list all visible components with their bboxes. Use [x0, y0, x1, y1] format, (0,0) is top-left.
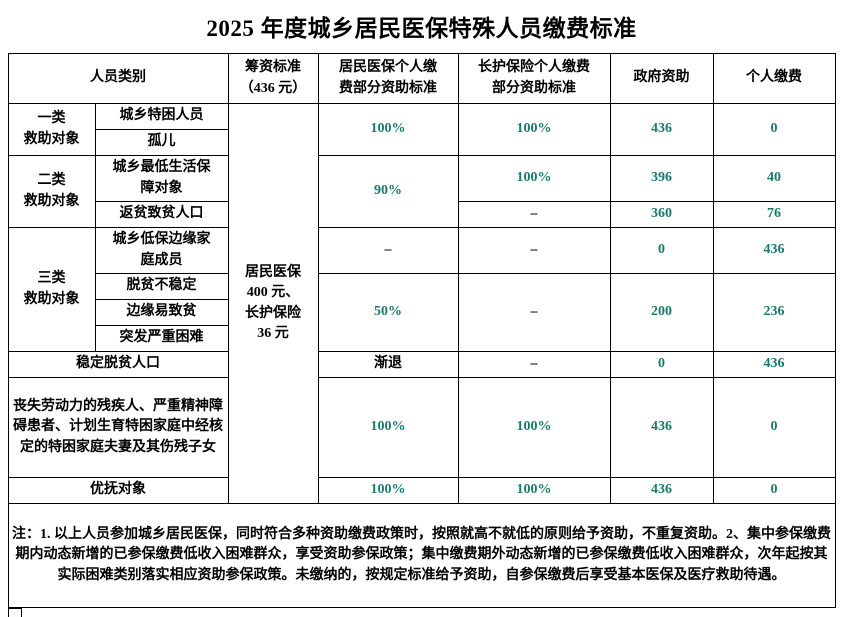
header-person-category: 人员类别: [7, 53, 229, 104]
disabled-ltc-value: 100%: [457, 377, 611, 478]
table-row: 脱贫不稳定 50% – 200 236: [8, 273, 836, 352]
header-resident-subsidy: 居民医保个人缴 费部分资助标准: [317, 53, 459, 104]
note-row: 注：1. 以上人员参加城乡居民医保，同时符合多种资助缴费政策时，按照就高不就低的…: [7, 503, 836, 608]
group3-merged-gov-value: 200: [609, 273, 714, 352]
header-personal-payment: 个人缴费: [712, 53, 836, 104]
group3-row1-ltc-value: –: [457, 227, 611, 274]
group1-ltc-value: 100%: [457, 103, 611, 156]
group3-row4-label: 突发严重困难: [94, 325, 229, 352]
table-row: 丧失劳动力的残疾人、严重精神障碍患者、计划生育特困家庭中经核定的特困家庭夫妻及其…: [7, 377, 836, 478]
group2-row2-gov-value: 360: [609, 201, 714, 228]
disabled-gov-value: 436: [609, 377, 714, 478]
veteran-row-label: 优抚对象: [7, 477, 229, 504]
header-row: 人员类别 筹资标准 （436 元） 居民医保个人缴 费部分资助标准 长护保险个人…: [7, 53, 836, 104]
page-title: 2025 年度城乡居民医保特殊人员缴费标准: [206, 16, 637, 41]
table-row: 二类 救助对象 城乡最低生活保 障对象 90% 100% 396 40: [7, 155, 836, 228]
group2-row2-label: 返贫致贫人口: [94, 201, 229, 228]
disabled-row-label: 丧失劳动力的残疾人、严重精神障碍患者、计划生育特困家庭中经核定的特困家庭夫妻及其…: [7, 377, 229, 478]
stable-gov-value: 0: [609, 351, 714, 378]
group2-row2-ltc-value: –: [457, 201, 611, 228]
group1-row1-label: 城乡特困人员: [94, 103, 229, 130]
group1-row2-label: 孤儿: [94, 129, 229, 156]
disabled-personal-value: 0: [712, 377, 836, 478]
table-row: 孤儿: [8, 129, 835, 156]
table-row: 突发严重困难: [8, 325, 835, 352]
table-row: 一类 救助对象 城乡特困人员 居民医保 400 元、 长护保险 36 元 100…: [7, 103, 836, 504]
veteran-ltc-value: 100%: [457, 477, 611, 504]
group3-merged-resident-value: 50%: [317, 273, 459, 352]
group3-row2-label: 脱贫不稳定: [94, 273, 229, 300]
stable-ltc-value: –: [457, 351, 611, 378]
subsidy-table: 人员类别 筹资标准 （436 元） 居民医保个人缴 费部分资助标准 长护保险个人…: [7, 53, 836, 608]
group2-resident-value: 90%: [317, 155, 459, 228]
note-cell: 注：1. 以上人员参加城乡居民医保，同时符合多种资助缴费政策时，按照就高不就低的…: [7, 503, 836, 608]
group1-label: 一类 救助对象: [7, 103, 96, 156]
header-funding-standard: 筹资标准 （436 元）: [227, 53, 319, 104]
group1-resident-value: 100%: [317, 103, 459, 156]
veteran-gov-value: 436: [609, 477, 714, 504]
header-gov-subsidy: 政府资助: [609, 53, 714, 104]
group1-gov-value: 436: [609, 103, 714, 156]
group3-row1-gov-value: 0: [609, 227, 714, 274]
table-row: 三类 救助对象 城乡低保边缘家 庭成员 – – 0 436: [7, 227, 836, 352]
table-row: 稳定脱贫人口 渐退 – 0 436: [7, 351, 836, 378]
group3-row1-label: 城乡低保边缘家 庭成员: [94, 227, 229, 274]
group3-row1-resident-value: –: [317, 227, 459, 274]
group2-row2-personal-value: 76: [712, 201, 836, 228]
group3-merged-ltc-value: –: [457, 273, 611, 352]
stable-row-label: 稳定脱贫人口: [7, 351, 229, 378]
group1-personal-value: 0: [712, 103, 836, 156]
stable-personal-value: 436: [712, 351, 836, 378]
group3-label: 三类 救助对象: [7, 227, 96, 352]
funding-standard-cell: 居民医保 400 元、 长护保险 36 元: [227, 103, 319, 504]
group2-label: 二类 救助对象: [7, 155, 96, 228]
group2-row1-personal-value: 40: [712, 155, 836, 202]
veteran-resident-value: 100%: [317, 477, 459, 504]
group2-row1-gov-value: 396: [609, 155, 714, 202]
disabled-resident-value: 100%: [317, 377, 459, 478]
group3-row3-label: 边缘易致贫: [94, 299, 229, 326]
header-ltc-subsidy: 长护保险个人缴费 部分资助标准: [457, 53, 611, 104]
table-row: 优抚对象 100% 100% 436 0: [7, 477, 836, 504]
stable-resident-value: 渐退: [317, 351, 459, 378]
group3-merged-personal-value: 236: [712, 273, 836, 352]
next-table-fragment: [8, 608, 22, 617]
group3-row1-personal-value: 436: [712, 227, 836, 274]
group2-row1-label: 城乡最低生活保 障对象: [94, 155, 229, 202]
veteran-personal-value: 0: [712, 477, 836, 504]
group2-row1-ltc-value: 100%: [457, 155, 611, 202]
